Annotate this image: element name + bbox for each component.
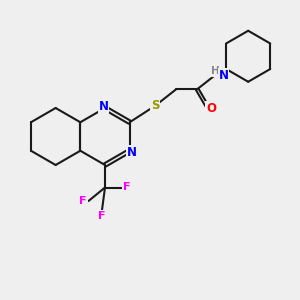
Text: H: H — [212, 66, 220, 76]
Text: N: N — [98, 100, 109, 113]
Text: F: F — [123, 182, 130, 193]
Text: S: S — [151, 99, 159, 112]
Text: N: N — [219, 69, 229, 82]
Text: F: F — [98, 211, 106, 221]
Text: F: F — [79, 196, 87, 206]
Text: N: N — [127, 146, 137, 159]
Text: O: O — [206, 102, 216, 115]
